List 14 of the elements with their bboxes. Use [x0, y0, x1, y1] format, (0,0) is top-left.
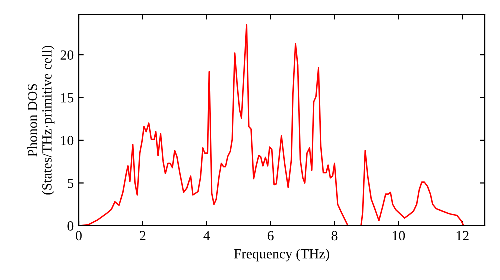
x-tick-label: 0: [76, 231, 82, 241]
y-tick-label: 10: [61, 136, 74, 146]
y-tick-label: 15: [61, 93, 74, 103]
x-tick-label: 6: [268, 231, 274, 241]
x-tick-label: 8: [332, 231, 338, 241]
y-tick-label: 5: [68, 178, 74, 188]
x-tick-label: 2: [140, 231, 146, 240]
x-tick-label: 12: [456, 231, 469, 240]
y-tick-label: 20: [60, 50, 74, 60]
x-axis-title: Frequency (THz): [234, 248, 330, 262]
x-tick-label: 4: [204, 231, 210, 240]
y-tick-label: 0: [68, 222, 74, 231]
x-tick-label: 10: [392, 231, 406, 241]
y-axis-title: Phonon DOS (States/THz·primitive cell): [28, 46, 55, 195]
